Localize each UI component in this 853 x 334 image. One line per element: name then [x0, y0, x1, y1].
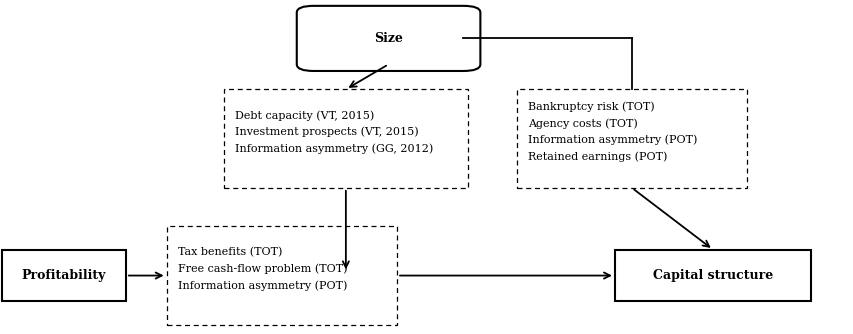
- FancyBboxPatch shape: [224, 90, 467, 188]
- Text: Debt capacity (VT, 2015)
Investment prospects (VT, 2015)
Information asymmetry (: Debt capacity (VT, 2015) Investment pros…: [235, 110, 433, 154]
- Text: Capital structure: Capital structure: [653, 269, 772, 282]
- Text: Tax benefits (TOT)
Free cash-flow problem (TOT)
Information asymmetry (POT): Tax benefits (TOT) Free cash-flow proble…: [177, 247, 346, 291]
- Text: Profitability: Profitability: [22, 269, 106, 282]
- Text: Size: Size: [374, 32, 403, 45]
- FancyBboxPatch shape: [3, 250, 126, 301]
- Text: Bankruptcy risk (TOT)
Agency costs (TOT)
Information asymmetry (POT)
Retained ea: Bankruptcy risk (TOT) Agency costs (TOT)…: [527, 102, 696, 162]
- FancyBboxPatch shape: [166, 226, 397, 325]
- FancyBboxPatch shape: [516, 90, 746, 188]
- FancyBboxPatch shape: [297, 6, 479, 71]
- FancyBboxPatch shape: [614, 250, 810, 301]
